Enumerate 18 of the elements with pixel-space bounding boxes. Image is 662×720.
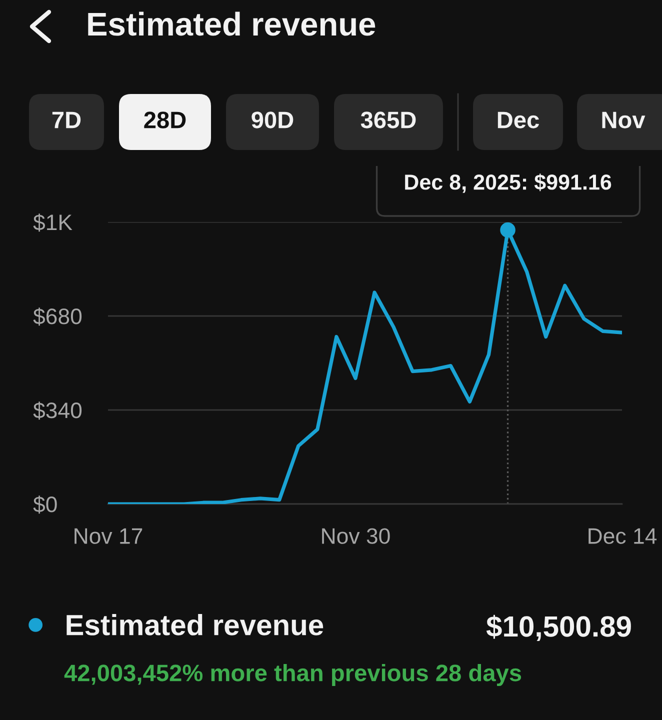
legend-label: Estimated revenue	[66, 614, 324, 636]
y-tick-label: $680	[33, 308, 82, 326]
x-tick-label: Dec 14	[588, 528, 657, 544]
x-tick-label: Nov 30	[322, 528, 390, 544]
text: 28D	[144, 112, 186, 128]
text: Dec	[498, 112, 539, 128]
text: 365D	[360, 112, 416, 128]
text: 7D	[52, 112, 81, 128]
chart-title: Estimated revenue	[88, 12, 376, 36]
annotation: Dec 8, 2025: $991.16	[405, 174, 612, 193]
text: Nov	[602, 112, 646, 128]
x-tick-label: Nov 17	[74, 528, 142, 544]
y-tick-label: $1K	[33, 214, 72, 232]
text: 42,003,452% more than previous 28 days	[64, 664, 522, 686]
text: $10,500.89	[486, 614, 631, 642]
text: 90D	[252, 112, 294, 128]
y-tick-label: $0	[33, 496, 57, 514]
y-tick-label: $340	[33, 402, 82, 420]
